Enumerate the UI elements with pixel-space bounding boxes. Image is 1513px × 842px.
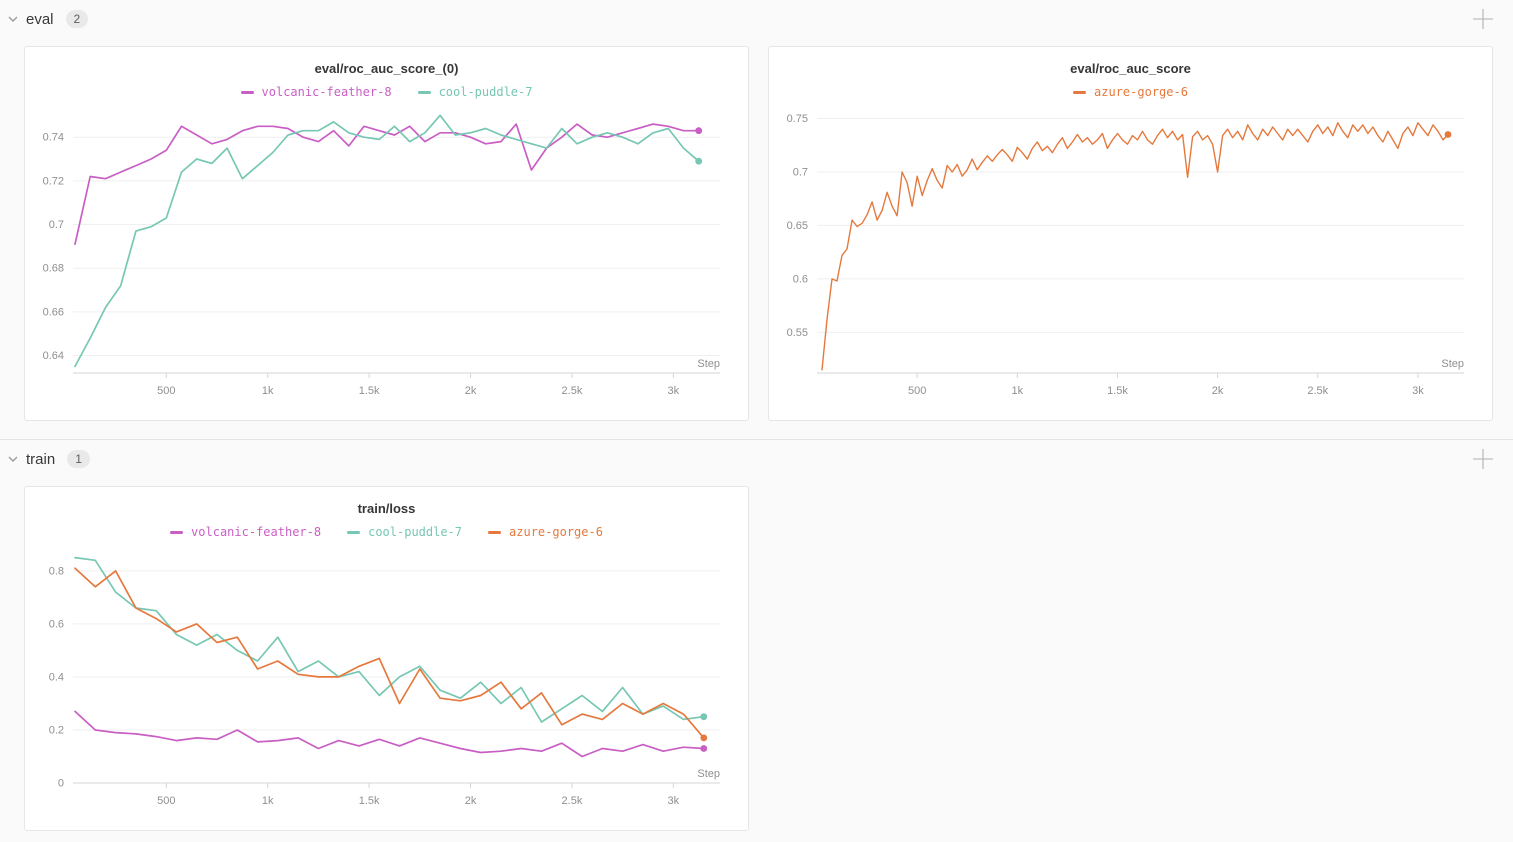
line-chart-train-loss[interactable]: 0 0.2 0.4 0.6 0.8 500 1k 1.5k 2k 2.5k 3k Step [25,541,748,827]
svg-text:500: 500 [157,385,175,397]
legend-item: azure-gorge-6 [488,525,603,539]
line-chart-eval-roc-auc-score-0[interactable]: 0.64 0.66 0.68 0.7 0.72 0.74 500 1k 1.5k 2k 2.5k 3k… [25,101,748,417]
chart-legend: volcanic-feather-8 cool-puddle-7 [25,83,748,101]
legend-run-name: azure-gorge-6 [509,525,603,539]
svg-text:3k: 3k [668,795,680,807]
svg-text:0.6: 0.6 [49,618,64,630]
line-chart-eval-roc-auc-score[interactable]: 0.55 0.6 0.65 0.7 0.75 500 1k 1.5k 2k 2.5k 3k Step [769,101,1492,417]
chart-panel-train-loss[interactable]: train/loss volcanic-feather-8 cool-puddl… [24,486,749,831]
panel-count-badge: 1 [67,450,90,468]
svg-text:Step: Step [697,358,720,370]
plus-icon[interactable] [1469,445,1497,473]
svg-text:0.65: 0.65 [787,220,808,232]
legend-swatch [170,530,184,534]
legend-swatch [240,90,254,94]
legend-item: volcanic-feather-8 [170,525,321,539]
svg-text:1.5k: 1.5k [1107,385,1128,397]
svg-text:1.5k: 1.5k [359,795,380,807]
svg-text:0.72: 0.72 [43,175,64,187]
svg-text:0.7: 0.7 [793,166,808,178]
section-title: train [26,450,56,468]
svg-text:0.74: 0.74 [43,132,64,144]
svg-text:500: 500 [157,795,175,807]
chart-title: eval/roc_auc_score [1070,61,1191,76]
legend-run-name: volcanic-feather-8 [191,525,322,539]
legend-item: cool-puddle-7 [417,85,533,99]
panel-count-badge: 2 [65,10,89,28]
legend-swatch [347,530,361,534]
chart-title: train/loss [357,501,416,516]
svg-text:0.8: 0.8 [49,565,64,577]
legend-item: cool-puddle-7 [347,525,462,539]
section-train: train 1 train/loss volcanic-feather-8 co… [0,440,1513,831]
svg-text:2k: 2k [1212,385,1224,397]
chart-panel-roc-auc-score[interactable]: eval/roc_auc_score azure-gorge-6 0.55 0.6… [768,46,1493,421]
chevron-down-icon[interactable] [4,450,22,468]
section-header-train: train 1 [0,442,1513,476]
section-title: eval [26,10,54,28]
section-divider [0,439,1513,440]
svg-text:0.68: 0.68 [43,263,64,275]
svg-text:1k: 1k [1011,385,1023,397]
svg-text:1k: 1k [262,385,274,397]
legend-swatch [1073,90,1087,94]
svg-text:Step: Step [697,768,720,780]
legend-swatch [488,530,502,534]
legend-run-name: cool-puddle-7 [438,85,533,99]
svg-text:500: 500 [908,385,926,397]
section-header-eval: eval 2 [0,2,1513,36]
svg-text:0.64: 0.64 [43,350,64,362]
chart-legend: azure-gorge-6 [769,83,1492,101]
legend-item: azure-gorge-6 [1073,85,1188,99]
svg-text:0.2: 0.2 [49,724,64,736]
legend-item: volcanic-feather-8 [240,85,392,99]
chart-legend: volcanic-feather-8 cool-puddle-7 azure-g… [25,523,748,541]
svg-text:0: 0 [58,778,64,790]
svg-text:1.5k: 1.5k [359,385,380,397]
svg-text:3k: 3k [1412,385,1424,397]
legend-run-name: azure-gorge-6 [1094,85,1188,99]
svg-text:3k: 3k [668,385,680,397]
chart-title: eval/roc_auc_score_(0) [314,61,459,76]
chevron-down-icon[interactable] [4,10,22,28]
svg-text:2.5k: 2.5k [562,795,583,807]
plus-icon[interactable] [1469,5,1497,33]
svg-text:0.75: 0.75 [787,113,808,125]
svg-text:2k: 2k [465,385,477,397]
svg-text:2.5k: 2.5k [562,385,583,397]
svg-text:1k: 1k [262,795,274,807]
legend-run-name: volcanic-feather-8 [261,85,392,99]
svg-text:0.55: 0.55 [787,327,808,339]
svg-text:0.7: 0.7 [49,219,64,231]
legend-run-name: cool-puddle-7 [368,525,463,539]
svg-text:0.66: 0.66 [43,306,64,318]
svg-text:2.5k: 2.5k [1307,385,1328,397]
svg-text:0.6: 0.6 [793,273,808,285]
legend-swatch [417,90,431,94]
svg-text:2k: 2k [465,795,477,807]
section-eval: eval 2 eval/roc_auc_score_(0) volcanic-f… [0,2,1513,421]
svg-text:Step: Step [1441,358,1464,370]
chart-panel-roc-auc-score-0[interactable]: eval/roc_auc_score_(0) volcanic-feather-… [24,46,749,421]
svg-text:0.4: 0.4 [49,671,64,683]
